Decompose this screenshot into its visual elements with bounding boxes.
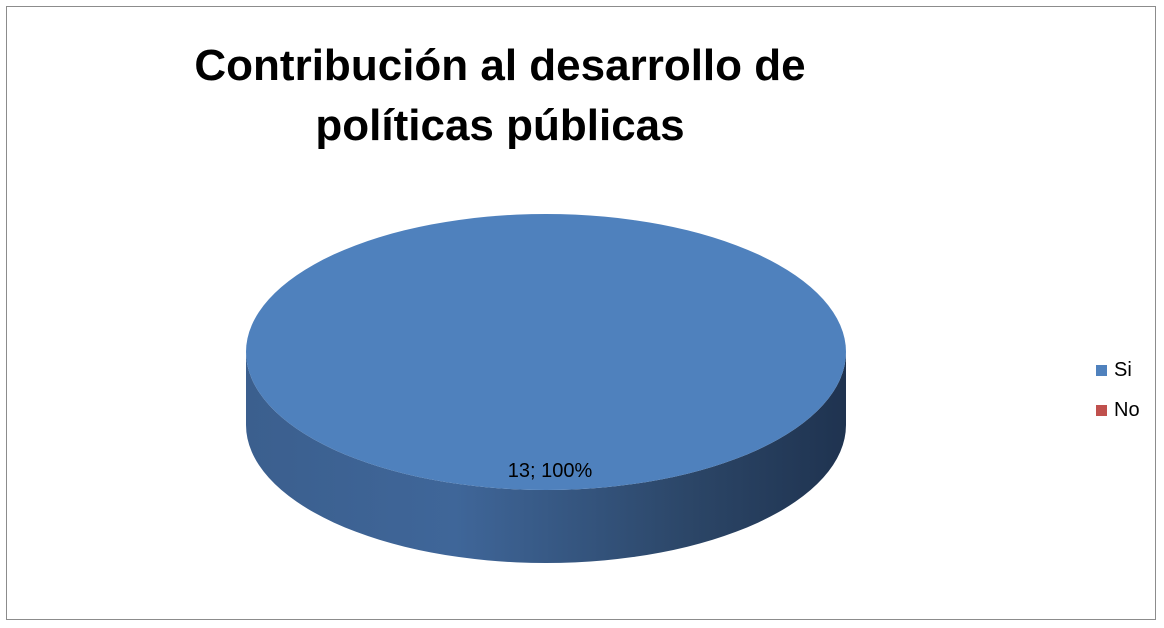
legend-swatch-si <box>1096 365 1107 376</box>
legend-item-si: Si <box>1096 350 1140 390</box>
legend-item-no: No <box>1096 390 1140 430</box>
legend: Si No <box>1096 350 1140 430</box>
pie-slice-si <box>246 214 846 490</box>
legend-label-no: No <box>1114 399 1140 422</box>
legend-swatch-no <box>1096 405 1107 416</box>
data-label-si: 13; 100% <box>470 460 630 483</box>
legend-label-si: Si <box>1114 359 1132 382</box>
